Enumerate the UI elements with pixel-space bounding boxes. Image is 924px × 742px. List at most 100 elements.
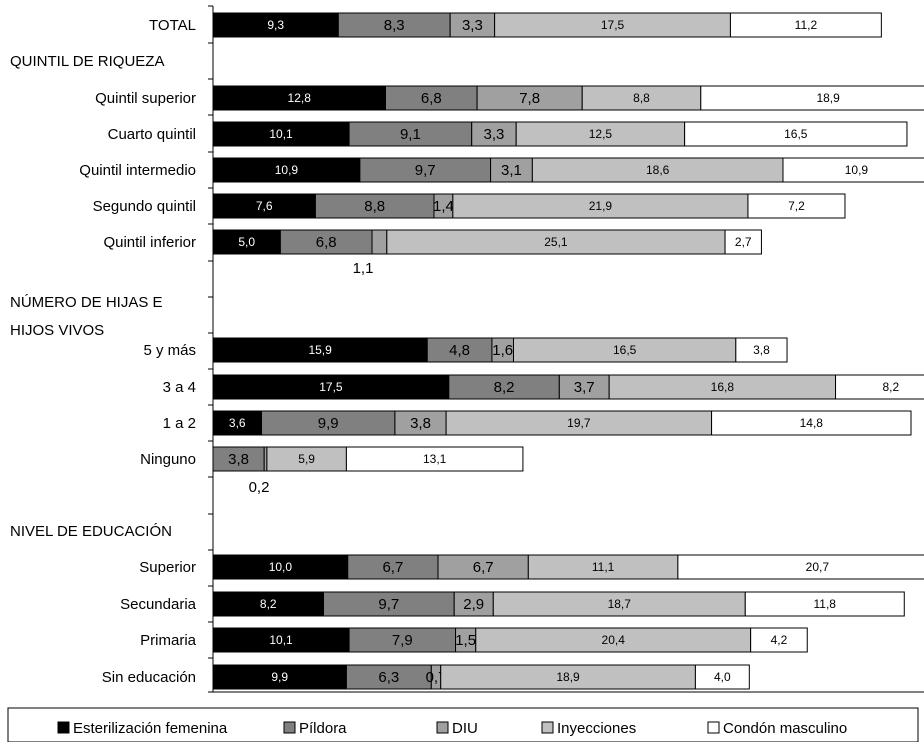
bar-segment — [437, 554, 529, 580]
data-label: 4,0 — [714, 670, 731, 684]
data-label: 3,1 — [501, 162, 522, 179]
legend-label: Condón masculino — [723, 720, 847, 737]
bar-segment — [750, 627, 808, 653]
data-label: 5,0 — [238, 235, 255, 249]
data-label: 21,9 — [589, 199, 613, 213]
legend-label: Esterilización femenina — [73, 720, 228, 737]
data-label: 8,8 — [633, 91, 650, 105]
data-label: 16,5 — [784, 127, 808, 141]
bar-segment — [212, 12, 339, 38]
data-label: 1,4 — [433, 198, 454, 215]
bar-segment — [782, 157, 924, 183]
bar-segment — [471, 121, 517, 147]
legend-label: Inyecciones — [557, 720, 636, 737]
bar-segment — [724, 229, 762, 255]
legend-label: Píldora — [299, 720, 347, 737]
legend-label: DIU — [452, 720, 478, 737]
data-label: 16,5 — [613, 343, 637, 357]
bar-segment — [512, 337, 737, 363]
data-label: 11,2 — [795, 18, 818, 32]
bar-segment — [345, 664, 432, 690]
category-label: Secundaria — [120, 596, 197, 613]
bar-segment — [212, 193, 316, 219]
bar-segment — [212, 121, 350, 147]
bar-segment — [677, 554, 924, 580]
bar-segment — [448, 374, 560, 400]
data-label: 8,2 — [494, 379, 515, 396]
data-label: 11,1 — [592, 560, 615, 574]
data-label: 5,9 — [298, 452, 315, 466]
group-heading: QUINTIL DE RIQUEZA — [10, 53, 164, 70]
bar-segment — [212, 627, 350, 653]
bar-segment — [384, 85, 478, 111]
bar-segment — [394, 410, 447, 436]
data-label: 18,7 — [608, 597, 632, 611]
bar-segment — [279, 229, 373, 255]
data-label: 19,7 — [567, 416, 591, 430]
data-label: 9,3 — [267, 18, 284, 32]
category-label: Quintil intermedio — [79, 162, 196, 179]
category-label: 5 y más — [143, 342, 196, 359]
bar-segment — [527, 554, 679, 580]
category-label: Cuarto quintil — [108, 126, 196, 143]
data-label: 10,0 — [269, 560, 293, 574]
legend-box — [7, 707, 919, 742]
data-label: 9,9 — [318, 415, 339, 432]
bar-segment — [345, 446, 524, 472]
category-label: Sin educación — [102, 669, 196, 686]
legend-swatch — [436, 721, 449, 734]
bar-segment — [449, 12, 496, 38]
bar-segment — [608, 374, 837, 400]
bar-segment — [386, 229, 726, 255]
bar-segment — [212, 591, 324, 617]
data-label: 10,1 — [269, 633, 293, 647]
bar-segment — [835, 374, 924, 400]
data-label: 3,3 — [484, 126, 505, 143]
data-label: 8,8 — [364, 198, 385, 215]
bar-segment — [515, 121, 686, 147]
bar-segment — [531, 157, 784, 183]
bar-segment — [348, 627, 457, 653]
category-label: 1 a 2 — [163, 415, 196, 432]
data-label: 6,7 — [382, 559, 403, 576]
data-label: 10,9 — [275, 163, 299, 177]
data-label: 4,8 — [449, 342, 470, 359]
bar-segment — [735, 337, 788, 363]
data-label: 18,9 — [816, 91, 840, 105]
category-label: Quintil inferior — [103, 234, 196, 251]
data-label: 10,9 — [845, 163, 869, 177]
bar-segment — [266, 446, 347, 472]
data-label: 18,9 — [556, 670, 580, 684]
data-label: 17,5 — [319, 380, 343, 394]
group-heading: NIVEL DE EDUCACIÓN — [10, 523, 172, 540]
category-label: Superior — [139, 559, 196, 576]
legend-swatch — [707, 721, 720, 734]
data-label: 25,1 — [544, 235, 568, 249]
bar-segment — [212, 410, 263, 436]
data-label: 7,2 — [788, 199, 805, 213]
data-label: 7,9 — [392, 632, 413, 649]
bar-segment — [684, 121, 908, 147]
data-label: 16,8 — [711, 380, 735, 394]
data-label: 6,8 — [421, 90, 442, 107]
data-label: 9,7 — [378, 596, 399, 613]
bar-segment — [212, 337, 428, 363]
data-label: 20,7 — [806, 560, 830, 574]
data-label: 14,8 — [800, 416, 824, 430]
category-label: Segundo quintil — [93, 198, 196, 215]
bar-segment — [492, 591, 746, 617]
data-label: 3,8 — [228, 451, 249, 468]
data-label: 6,7 — [473, 559, 494, 576]
category-label: Ninguno — [140, 451, 196, 468]
bar-segment — [729, 12, 882, 38]
category-label: 3 a 4 — [163, 379, 196, 396]
bar-segment — [453, 591, 494, 617]
bar-segment — [476, 85, 583, 111]
data-label: 3,3 — [462, 17, 483, 34]
data-label: 11,8 — [814, 597, 837, 611]
data-label: 13,1 — [423, 452, 447, 466]
data-label: 1,1 — [353, 260, 374, 277]
data-label: 6,3 — [378, 669, 399, 686]
bar-segment — [747, 193, 846, 219]
